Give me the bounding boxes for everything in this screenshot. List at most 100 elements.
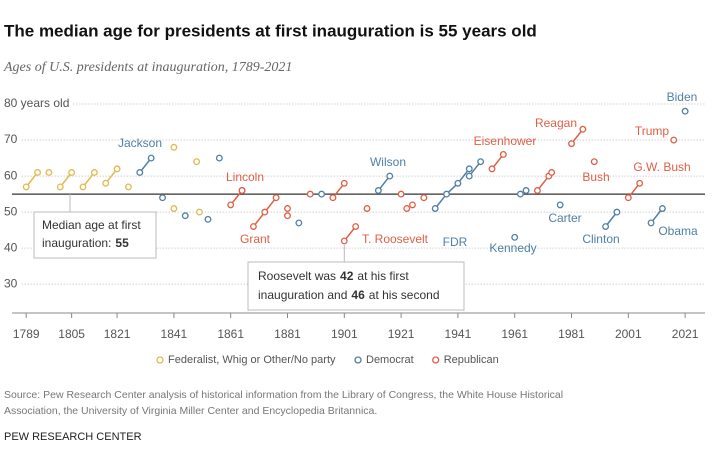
point: [511, 233, 519, 241]
point: [670, 136, 678, 144]
callout-text: at his first: [357, 269, 409, 283]
annotation: Eisenhower: [474, 134, 537, 148]
point: [56, 183, 64, 191]
callout-text: inauguration: 55: [42, 236, 129, 250]
chart-title: The median age for presidents at first i…: [4, 21, 537, 40]
point: [556, 201, 564, 209]
point: [397, 190, 405, 198]
y-tick-label: 50: [4, 204, 18, 218]
callout-text: Median age at first: [42, 218, 141, 232]
callout-text: at his second: [369, 288, 440, 302]
callout-text: inauguration and: [258, 288, 347, 302]
point: [306, 190, 314, 198]
annotation: Trump: [635, 124, 670, 138]
annotation: Kennedy: [489, 241, 536, 255]
annotation: Biden: [667, 90, 698, 104]
point: [227, 201, 235, 209]
callout-value: 42: [340, 269, 354, 283]
annotation: Reagan: [535, 116, 577, 130]
annotation: Lincoln: [226, 170, 264, 184]
point: [352, 223, 360, 230]
x-tick-label: 1901: [331, 327, 358, 341]
source: Association, the University of Virginia …: [4, 405, 377, 417]
point: [522, 187, 530, 194]
point: [329, 194, 337, 202]
x-tick-label: 1941: [445, 327, 472, 341]
callout-box: [33, 211, 157, 259]
point: [431, 205, 439, 212]
point: [590, 158, 598, 166]
point: [579, 125, 587, 133]
annotation: Wilson: [370, 155, 406, 169]
point: [477, 158, 485, 166]
point: [533, 187, 541, 194]
callout-value: 46: [351, 288, 365, 302]
x-tick-label: 1841: [161, 327, 188, 341]
point: [68, 169, 76, 176]
point: [45, 169, 53, 176]
callout-text: Roosevelt was: [258, 269, 336, 283]
point: [465, 172, 473, 180]
point: [624, 194, 632, 202]
point: [636, 179, 644, 187]
point: [340, 237, 348, 245]
point: [34, 169, 42, 176]
point: [136, 169, 144, 176]
point: [249, 223, 257, 230]
legend-marker: [156, 356, 164, 364]
point: [420, 194, 428, 202]
y-tick-label: 80 years old: [4, 96, 69, 110]
annotation: Clinton: [582, 232, 619, 246]
point: [238, 187, 246, 194]
legend-marker: [432, 356, 440, 364]
point: [363, 205, 371, 212]
point: [386, 172, 394, 180]
point: [403, 205, 411, 212]
callout-box: [247, 261, 465, 311]
legend-label: Federalist, Whig or Other/No party: [168, 354, 336, 366]
legend-marker: [354, 356, 362, 364]
annotation: T. Roosevelt: [362, 232, 429, 246]
point: [170, 143, 178, 151]
legend-label: Republican: [444, 354, 499, 366]
point: [22, 183, 30, 191]
point: [488, 165, 496, 173]
source: Source: Pew Research Center analysis of …: [4, 389, 563, 401]
point: [499, 151, 507, 158]
x-tick-label: 1789: [13, 327, 40, 341]
callout-value: 55: [115, 236, 129, 250]
x-tick-label: 1821: [104, 327, 131, 341]
callout-text: inauguration and 46 at his second: [258, 288, 440, 302]
point: [295, 219, 303, 227]
x-tick-label: 1805: [58, 327, 85, 341]
callout-text: Roosevelt was 42 at his first: [258, 269, 409, 283]
point: [613, 208, 621, 216]
point: [147, 154, 155, 162]
point: [215, 154, 223, 162]
point: [516, 190, 524, 198]
annotation: Bush: [582, 170, 609, 184]
x-tick-label: 1861: [217, 327, 244, 341]
x-tick-label: 1881: [274, 327, 301, 341]
point: [548, 169, 556, 176]
point: [196, 208, 203, 216]
point: [90, 169, 98, 176]
y-tick-label: 60: [4, 168, 18, 182]
point: [102, 179, 110, 187]
point: [602, 223, 610, 230]
x-tick-label: 1961: [501, 327, 528, 341]
point: [170, 205, 178, 212]
point: [261, 208, 269, 216]
point: [681, 107, 689, 115]
annotation: FDR: [443, 235, 468, 249]
point: [454, 179, 462, 187]
point: [204, 215, 212, 223]
point: [340, 179, 348, 187]
callout-text: inauguration:: [42, 236, 111, 250]
point: [284, 205, 291, 212]
point: [647, 219, 655, 227]
point: [374, 187, 382, 194]
legend-label: Democrat: [366, 354, 414, 366]
point: [284, 212, 291, 220]
